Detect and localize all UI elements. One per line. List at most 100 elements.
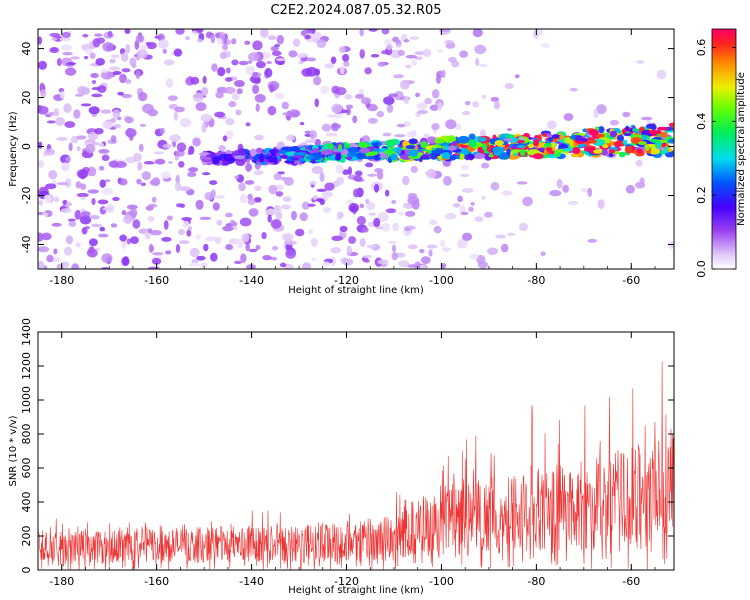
heatmap-cell bbox=[121, 210, 126, 216]
heatmap-cell bbox=[75, 181, 82, 189]
heatmap-cell bbox=[41, 232, 52, 241]
heatmap-cell bbox=[101, 253, 113, 264]
heatmap-cell bbox=[210, 252, 218, 262]
heatmap-cell bbox=[268, 184, 278, 195]
heatmap-cell bbox=[374, 183, 380, 193]
y-tick-label: 1400 bbox=[20, 318, 33, 346]
y-tick-label: -20 bbox=[20, 187, 33, 205]
heatmap-cell bbox=[189, 247, 200, 258]
heatmap-cell bbox=[445, 119, 457, 130]
heatmap-cell bbox=[532, 153, 544, 160]
heatmap-cell bbox=[136, 49, 148, 59]
heatmap-cell bbox=[38, 36, 43, 45]
heatmap-cell bbox=[65, 156, 72, 162]
heatmap-cell bbox=[222, 44, 229, 51]
heatmap-cell bbox=[426, 244, 438, 249]
heatmap-cell bbox=[302, 262, 312, 269]
heatmap-cell bbox=[546, 133, 553, 138]
heatmap-cell bbox=[501, 190, 513, 196]
heatmap-cell bbox=[252, 40, 263, 51]
heatmap-cell bbox=[475, 58, 480, 67]
heatmap-cell bbox=[104, 179, 111, 183]
heatmap-cell bbox=[39, 82, 45, 91]
heatmap-cell bbox=[490, 96, 500, 102]
heatmap-cell bbox=[341, 149, 349, 156]
heatmap-cell bbox=[110, 135, 117, 143]
heatmap-cell bbox=[187, 150, 192, 156]
heatmap-cell bbox=[38, 60, 48, 70]
heatmap-cell bbox=[94, 33, 103, 37]
heatmap-cell bbox=[460, 173, 470, 177]
heatmap-cell bbox=[397, 49, 406, 56]
heatmap-cell bbox=[266, 61, 273, 65]
heatmap-cell bbox=[165, 78, 174, 88]
heatmap-cell bbox=[656, 126, 669, 131]
heatmap-cell bbox=[417, 109, 429, 115]
heatmap-cell bbox=[270, 256, 278, 261]
heatmap-cell bbox=[61, 31, 71, 38]
heatmap-cell bbox=[70, 56, 80, 60]
heatmap-cell bbox=[326, 114, 338, 118]
heatmap-cell bbox=[167, 95, 178, 101]
heatmap-cell bbox=[407, 196, 420, 205]
heatmap-cell bbox=[377, 212, 389, 222]
colorbar-tick-label: 0.0 bbox=[695, 260, 708, 278]
heatmap-cell bbox=[100, 109, 112, 114]
heatmap-cell bbox=[64, 121, 76, 128]
heatmap-cell bbox=[91, 223, 102, 228]
heatmap-cell bbox=[119, 234, 127, 242]
heatmap-cell bbox=[185, 36, 191, 41]
heatmap-cell bbox=[232, 226, 238, 231]
x-tick-label: -120 bbox=[334, 274, 359, 287]
heatmap-cell bbox=[245, 242, 250, 252]
heatmap-cell bbox=[447, 145, 457, 151]
heatmap-cell bbox=[236, 88, 243, 95]
snr-panel: -180 -160 -140 -120 -100 -80 -60 0 200 400 600 800… bbox=[8, 318, 675, 596]
spectrogram-x-axis: -180 -160 -140 -120 -100 -80 -60 bbox=[37, 29, 656, 287]
heatmap-cell bbox=[89, 214, 100, 220]
heatmap-cell bbox=[281, 101, 289, 110]
heatmap-cell bbox=[404, 227, 412, 232]
spectrogram-panel: -180 -160 -140 -120 -100 -80 -60 -40 -20 0 20 40 H… bbox=[8, 28, 747, 296]
heatmap-cell bbox=[67, 218, 76, 222]
heatmap-cell bbox=[601, 144, 609, 149]
heatmap-cell bbox=[187, 226, 192, 231]
heatmap-cell bbox=[607, 141, 617, 146]
heatmap-cell bbox=[135, 34, 145, 43]
heatmap-cell bbox=[135, 70, 141, 79]
colorbar-title: Normalized spectral amplitude bbox=[736, 72, 747, 226]
heatmap-cell bbox=[649, 138, 659, 143]
heatmap-cell bbox=[211, 63, 218, 72]
heatmap-cell bbox=[109, 58, 116, 64]
heatmap-cell bbox=[435, 73, 442, 84]
heatmap-cell bbox=[121, 68, 131, 73]
heatmap-cell bbox=[330, 256, 336, 267]
heatmap-cell bbox=[80, 211, 91, 217]
heatmap-cell bbox=[635, 159, 643, 167]
heatmap-cell bbox=[248, 52, 260, 62]
heatmap-cell bbox=[255, 103, 260, 112]
heatmap-cell bbox=[60, 44, 72, 51]
heatmap-cell bbox=[545, 147, 553, 152]
heatmap-cell bbox=[264, 67, 273, 78]
heatmap-cell bbox=[299, 212, 308, 222]
heatmap-cell bbox=[234, 80, 245, 88]
heatmap-cell bbox=[102, 207, 112, 211]
heatmap-cell bbox=[94, 127, 104, 135]
heatmap-cell bbox=[369, 104, 378, 112]
heatmap-cell bbox=[587, 139, 597, 144]
heatmap-cell bbox=[342, 258, 354, 266]
heatmap-cell bbox=[304, 139, 316, 144]
heatmap-cell bbox=[151, 252, 164, 256]
heatmap-cell bbox=[569, 140, 574, 147]
heatmap-cell bbox=[405, 54, 418, 59]
heatmap-cell bbox=[56, 137, 68, 141]
heatmap-cell bbox=[112, 109, 121, 119]
heatmap-cell bbox=[256, 147, 263, 154]
heatmap-cell bbox=[481, 195, 486, 200]
heatmap-cell bbox=[353, 175, 363, 182]
heatmap-cell bbox=[139, 123, 147, 127]
heatmap-cell bbox=[608, 152, 614, 157]
heatmap-cell bbox=[162, 143, 172, 149]
heatmap-cell bbox=[622, 139, 628, 145]
